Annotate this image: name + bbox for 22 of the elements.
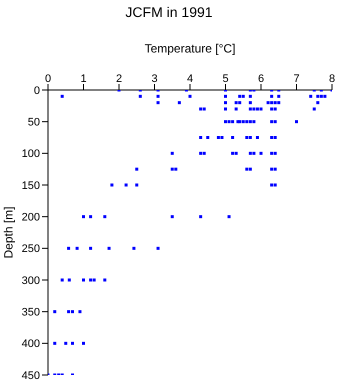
y-tick-label: 100 [22, 148, 40, 160]
y-tick-label: 300 [22, 274, 40, 287]
x-tick-label: 0 [44, 73, 52, 85]
x-tick-label: 6 [258, 73, 264, 85]
y-tick-label: 250 [22, 243, 40, 256]
y-tick-label: 200 [22, 212, 40, 224]
y-axis-title: Depth [m] [1, 206, 16, 259]
x-tick-label: 1 [80, 73, 87, 85]
x-tick-label: 8 [328, 73, 336, 85]
y-tick-label: 450 [22, 370, 40, 382]
x-tick-label: 5 [222, 73, 229, 85]
y-tick-label: 0 [34, 84, 40, 97]
x-tick-label: 3 [151, 73, 158, 85]
x-tick-label: 4 [186, 73, 194, 85]
y-tick-label: 50 [28, 116, 40, 129]
x-tick-label: 2 [116, 73, 122, 85]
y-tick-label: 350 [22, 306, 40, 319]
x-axis-title: Temperature [°C] [144, 42, 236, 56]
chart-title: JCFM in 1991 [124, 4, 214, 20]
x-tick-label: 7 [293, 73, 300, 85]
y-tick-label: 150 [22, 180, 40, 192]
y-tick-label: 400 [22, 338, 40, 350]
